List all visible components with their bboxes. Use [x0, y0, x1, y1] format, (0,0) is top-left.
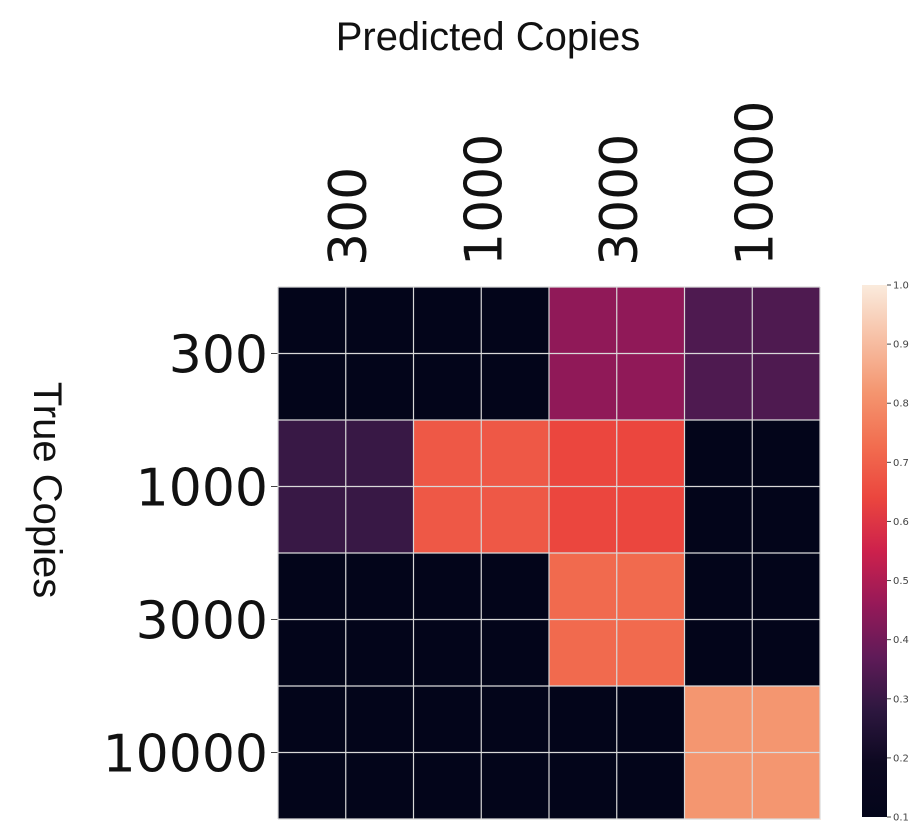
x-axis-title: Predicted Copies	[336, 15, 641, 59]
y-tick-label: 1000	[136, 459, 268, 519]
x-tick-label: 10000	[725, 101, 785, 266]
colorbar-tick-label: 0.4	[893, 635, 909, 646]
x-tick-label: 1000	[454, 134, 514, 266]
colorbar-tick-label: 0.1	[893, 813, 909, 824]
heatmap-gridlines	[277, 286, 821, 820]
colorbar-tick-label: 1.0	[893, 281, 909, 292]
colorbar	[862, 285, 887, 817]
colorbar-tick-label: 0.3	[893, 694, 909, 705]
y-tick-labels: 300 1000 3000 10000	[103, 326, 278, 785]
colorbar-tick-label: 0.9	[893, 340, 909, 351]
colorbar-ticks: 0.1 0.2 0.3 0.4 0.5 0.6 0.7 0.8 0.9 1.0	[887, 281, 909, 824]
colorbar-tick-label: 0.2	[893, 753, 909, 764]
x-tick-label: 3000	[590, 134, 650, 266]
colorbar-tick-label: 0.7	[893, 458, 909, 469]
y-tick-label: 10000	[103, 725, 268, 785]
colorbar-tick-label: 0.5	[893, 576, 909, 587]
x-tick-label: 300	[319, 167, 379, 266]
colorbar-tick-label: 0.8	[893, 399, 909, 410]
y-tick-label: 300	[169, 326, 268, 386]
colorbar-tick-label: 0.6	[893, 517, 909, 528]
y-tick-label: 3000	[136, 592, 268, 652]
x-tick-labels: 300 1000 3000 10000	[319, 101, 786, 266]
y-axis-title: True Copies	[25, 382, 69, 598]
